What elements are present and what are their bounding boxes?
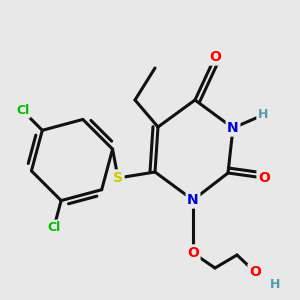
Text: Cl: Cl: [16, 104, 29, 117]
Text: H: H: [258, 109, 268, 122]
Text: O: O: [258, 171, 270, 185]
Text: O: O: [187, 246, 199, 260]
Text: Cl: Cl: [47, 221, 61, 234]
Text: O: O: [209, 50, 221, 64]
Text: N: N: [187, 193, 199, 207]
Text: N: N: [227, 121, 239, 135]
Text: O: O: [249, 265, 261, 279]
Text: S: S: [113, 171, 123, 185]
Text: H: H: [270, 278, 280, 292]
